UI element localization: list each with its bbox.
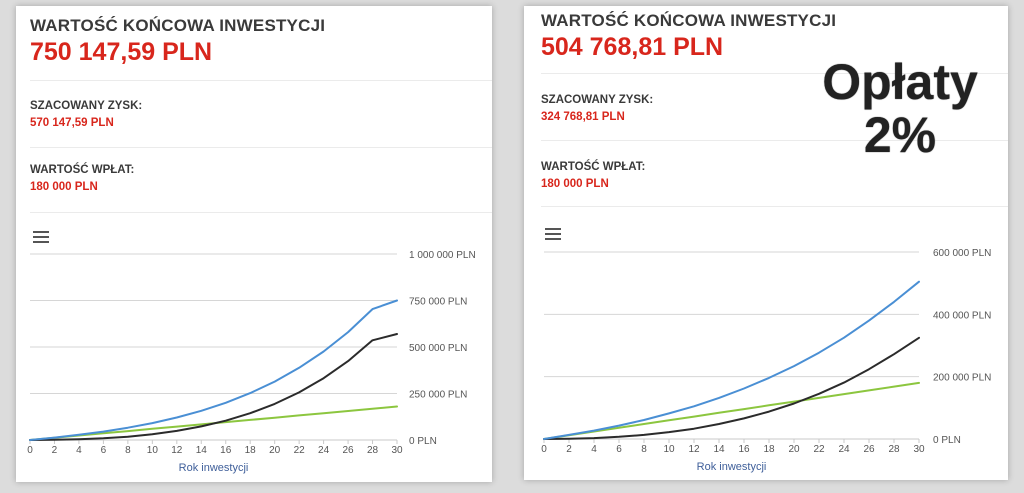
divider (30, 80, 492, 81)
x-tick-label: 8 (125, 445, 131, 456)
x-tick-label: 28 (888, 444, 900, 455)
x-tick-label: 18 (245, 445, 257, 456)
x-tick-label: 14 (196, 445, 208, 456)
x-tick-label: 24 (318, 445, 330, 456)
investment-panel-right: WARTOŚĆ KOŃCOWA INWESTYCJI 504 768,81 PL… (524, 6, 1008, 480)
x-tick-label: 24 (838, 444, 850, 455)
x-tick-label: 6 (616, 444, 622, 455)
profit-value: 324 768,81 PLN (541, 111, 625, 123)
fee-overlay-line: 2% (863, 106, 937, 163)
x-tick-label: 12 (171, 445, 183, 456)
final-value: 504 768,81 PLN (541, 33, 724, 61)
divider (541, 73, 1008, 74)
divider (30, 212, 492, 213)
series-line-value (543, 280, 920, 440)
y-tick-label: 750 000 PLN (409, 297, 467, 308)
y-tick-label: 0 PLN (933, 435, 961, 446)
series-line-deposits (543, 381, 920, 440)
x-tick-label: 10 (663, 444, 675, 455)
x-tick-label: 28 (367, 445, 379, 456)
x-axis-title: Rok inwestycji (697, 461, 767, 473)
x-tick-label: 0 (27, 445, 33, 456)
x-tick-label: 20 (269, 445, 281, 456)
hamburger-menu-icon[interactable] (33, 231, 49, 244)
y-tick-label: 200 000 PLN (933, 373, 991, 384)
x-tick-label: 4 (591, 444, 597, 455)
divider (30, 147, 492, 148)
x-tick-label: 8 (641, 444, 647, 455)
y-tick-label: 0 PLN (409, 436, 437, 447)
line-chart-left: 0 PLN 250 000 PLN 500 000 PLN 750 000 PLN 1 … (27, 250, 476, 474)
y-tick-label: 600 000 PLN (933, 248, 991, 259)
series-line-profit (29, 333, 398, 441)
panel-title: WARTOŚĆ KOŃCOWA INWESTYCJI (541, 11, 837, 30)
x-tick-label: 10 (147, 445, 159, 456)
y-tick-label: 400 000 PLN (933, 310, 991, 321)
x-tick-label: 16 (220, 445, 232, 456)
x-tick-label: 22 (294, 445, 306, 456)
fee-overlay-line: Opłaty (822, 54, 978, 110)
final-value: 750 147,59 PLN (30, 38, 213, 66)
panel-title: WARTOŚĆ KOŃCOWA INWESTYCJI (30, 16, 326, 35)
series-line-profit (543, 336, 920, 440)
x-tick-label: 26 (863, 444, 875, 455)
x-tick-label: 12 (688, 444, 700, 455)
series-line-value (29, 299, 398, 441)
y-tick-label: 500 000 PLN (409, 343, 467, 354)
deposits-value: 180 000 PLN (30, 181, 98, 193)
x-tick-label: 0 (541, 444, 547, 455)
fee-overlay: Opłaty 2% (810, 56, 990, 161)
x-tick-label: 14 (713, 444, 725, 455)
investment-panel-left: WARTOŚĆ KOŃCOWA INWESTYCJI 750 147,59 PL… (16, 6, 492, 482)
divider (541, 140, 1008, 141)
profit-label: SZACOWANY ZYSK: (30, 100, 143, 112)
deposits-value: 180 000 PLN (541, 178, 609, 190)
line-chart-right: 0 PLN 200 000 PLN 400 000 PLN 600 000 PLN 0 2… (541, 248, 991, 473)
x-axis-title: Rok inwestycji (179, 462, 249, 474)
x-tick-label: 20 (788, 444, 800, 455)
x-tick-label: 4 (76, 445, 82, 456)
profit-label: SZACOWANY ZYSK: (541, 94, 654, 106)
x-tick-label: 18 (763, 444, 775, 455)
x-tick-label: 30 (391, 445, 403, 456)
divider (541, 206, 1008, 207)
x-tick-label: 6 (101, 445, 107, 456)
x-tick-label: 22 (813, 444, 825, 455)
deposits-label: WARTOŚĆ WPŁAT: (30, 164, 135, 176)
x-tick-label: 26 (343, 445, 355, 456)
x-tick-label: 2 (566, 444, 572, 455)
deposits-label: WARTOŚĆ WPŁAT: (541, 161, 646, 173)
y-tick-label: 250 000 PLN (409, 390, 467, 401)
profit-value: 570 147,59 PLN (30, 117, 114, 129)
x-tick-label: 30 (913, 444, 925, 455)
x-tick-label: 16 (738, 444, 750, 455)
y-tick-label: 1 000 000 PLN (409, 250, 476, 261)
x-tick-label: 2 (52, 445, 58, 456)
hamburger-menu-icon[interactable] (545, 228, 561, 241)
